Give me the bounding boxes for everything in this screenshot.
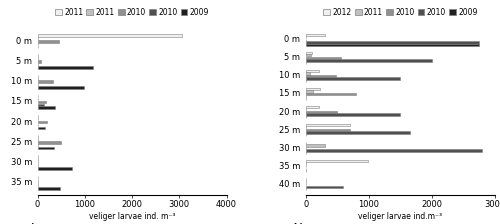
Bar: [38, 34, 182, 37]
Bar: [38, 187, 60, 190]
Bar: [38, 141, 60, 144]
Text: b): b): [294, 223, 304, 224]
Bar: [306, 131, 410, 134]
Bar: [306, 78, 400, 80]
Bar: [306, 144, 325, 146]
Legend: 2011, 2011, 2010, 2010, 2009: 2011, 2011, 2010, 2010, 2009: [52, 5, 212, 20]
Bar: [38, 80, 53, 83]
Bar: [38, 40, 59, 43]
Bar: [306, 114, 400, 116]
X-axis label: veliger larvae ind. m⁻³: veliger larvae ind. m⁻³: [89, 212, 176, 221]
Bar: [306, 54, 311, 56]
Bar: [38, 86, 84, 89]
Bar: [306, 106, 318, 108]
Bar: [306, 185, 343, 188]
Bar: [306, 111, 338, 113]
Bar: [306, 129, 350, 131]
Bar: [306, 44, 479, 46]
Bar: [306, 75, 336, 77]
Bar: [38, 101, 46, 103]
Bar: [306, 52, 312, 54]
Bar: [38, 167, 72, 170]
Bar: [306, 149, 482, 152]
Bar: [306, 34, 325, 36]
Bar: [38, 66, 94, 69]
Bar: [38, 106, 55, 109]
Bar: [38, 127, 44, 129]
Bar: [306, 88, 320, 90]
Bar: [38, 103, 44, 106]
Text: a): a): [26, 223, 36, 224]
Bar: [306, 72, 310, 75]
Bar: [306, 59, 432, 62]
Bar: [38, 121, 47, 123]
Bar: [306, 160, 368, 162]
Bar: [306, 41, 479, 44]
Bar: [306, 70, 318, 72]
Bar: [38, 60, 40, 63]
Bar: [306, 57, 340, 59]
X-axis label: veliger larvae ind.m⁻³: veliger larvae ind.m⁻³: [358, 212, 442, 221]
Bar: [38, 147, 54, 149]
Bar: [306, 124, 350, 126]
Bar: [306, 90, 313, 93]
Legend: 2012, 2011, 2010, 2010, 2009: 2012, 2011, 2010, 2010, 2009: [320, 5, 480, 20]
Bar: [306, 93, 356, 95]
